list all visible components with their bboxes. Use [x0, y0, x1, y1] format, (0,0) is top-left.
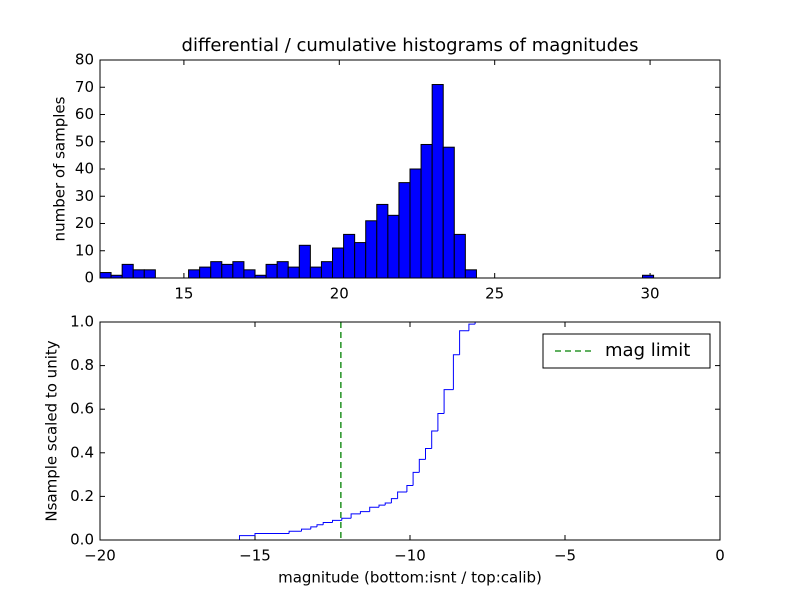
y-tick-label: 60 [75, 105, 94, 123]
step-line [390, 498, 398, 503]
step-line [254, 532, 290, 536]
bar [199, 266, 212, 279]
bar [287, 266, 300, 279]
step-line [369, 506, 379, 512]
step-line [359, 511, 370, 514]
bar [431, 84, 444, 279]
y-tick-label: 0 [84, 269, 94, 287]
step-line [350, 513, 361, 519]
y-tick-label: 70 [75, 78, 94, 96]
bar [420, 143, 433, 279]
step-line [310, 526, 317, 530]
bar [221, 263, 234, 279]
step-line [459, 330, 469, 355]
bar [343, 233, 356, 279]
step-line [316, 524, 324, 527]
step-line [406, 485, 414, 493]
plot-frame [99, 321, 721, 541]
bar [143, 269, 156, 279]
bar [309, 266, 322, 279]
bar [121, 263, 134, 279]
step-line [332, 519, 342, 523]
x-tick-label: −15 [239, 547, 271, 565]
y-tick-label: 10 [75, 241, 94, 259]
bar [354, 242, 367, 279]
plot-frame [99, 59, 721, 279]
legend-label: mag limit [605, 340, 690, 361]
bar [365, 220, 378, 279]
step-line [301, 528, 311, 532]
y-tick-label: 0.8 [70, 356, 94, 374]
y-tick-label: 0.4 [70, 443, 94, 461]
bar [210, 261, 223, 279]
y-tick-label: 20 [75, 214, 94, 232]
step-line [288, 530, 302, 534]
step-line [443, 389, 454, 414]
bar [442, 146, 455, 279]
bar [387, 214, 400, 279]
x-tick-label: 25 [485, 285, 504, 303]
bar [265, 263, 278, 279]
bar [320, 261, 333, 279]
bar [232, 261, 245, 279]
bar [398, 182, 411, 279]
step-line [412, 471, 420, 486]
bar [376, 203, 389, 279]
bar [464, 269, 477, 279]
step-line [341, 517, 352, 521]
bar [298, 244, 311, 279]
bar [188, 269, 201, 279]
x-tick-label: −10 [394, 547, 426, 565]
step-line [431, 430, 438, 449]
bar [409, 168, 422, 279]
y-axis-label: number of samples [51, 96, 69, 241]
step-line [322, 522, 333, 525]
step-line [452, 354, 460, 390]
y-tick-label: 1.0 [70, 313, 94, 331]
step-line [384, 502, 392, 506]
bar [132, 269, 145, 279]
step-line [468, 323, 476, 331]
y-tick-label: 40 [75, 160, 94, 178]
step-line [425, 447, 432, 460]
bar [99, 272, 112, 279]
y-tick-label: 50 [75, 132, 94, 150]
step-line [239, 535, 255, 540]
y-axis-label: Nsample scaled to unity [43, 340, 61, 521]
bar [331, 247, 345, 279]
y-tick-label: 0.2 [70, 487, 94, 505]
x-tick-label: 30 [641, 285, 660, 303]
y-tick-label: 0.0 [70, 531, 94, 549]
chart-title: differential / cumulative histograms of … [182, 35, 639, 56]
x-tick-label: 15 [174, 285, 193, 303]
x-tick-label: −5 [554, 547, 576, 565]
bar [243, 269, 256, 279]
y-tick-label: 30 [75, 187, 94, 205]
step-line [437, 413, 445, 431]
bar [453, 233, 466, 279]
step-line [378, 504, 386, 508]
x-axis-label: magnitude (bottom:isnt / top:calib) [278, 569, 542, 587]
y-tick-label: 80 [75, 51, 94, 69]
x-tick-label: 20 [330, 285, 349, 303]
bar [276, 261, 289, 279]
x-tick-label: 0 [715, 547, 725, 565]
x-tick-label: −20 [84, 547, 116, 565]
step-line [397, 491, 407, 499]
y-tick-label: 0.6 [70, 400, 94, 418]
step-line [418, 458, 426, 473]
